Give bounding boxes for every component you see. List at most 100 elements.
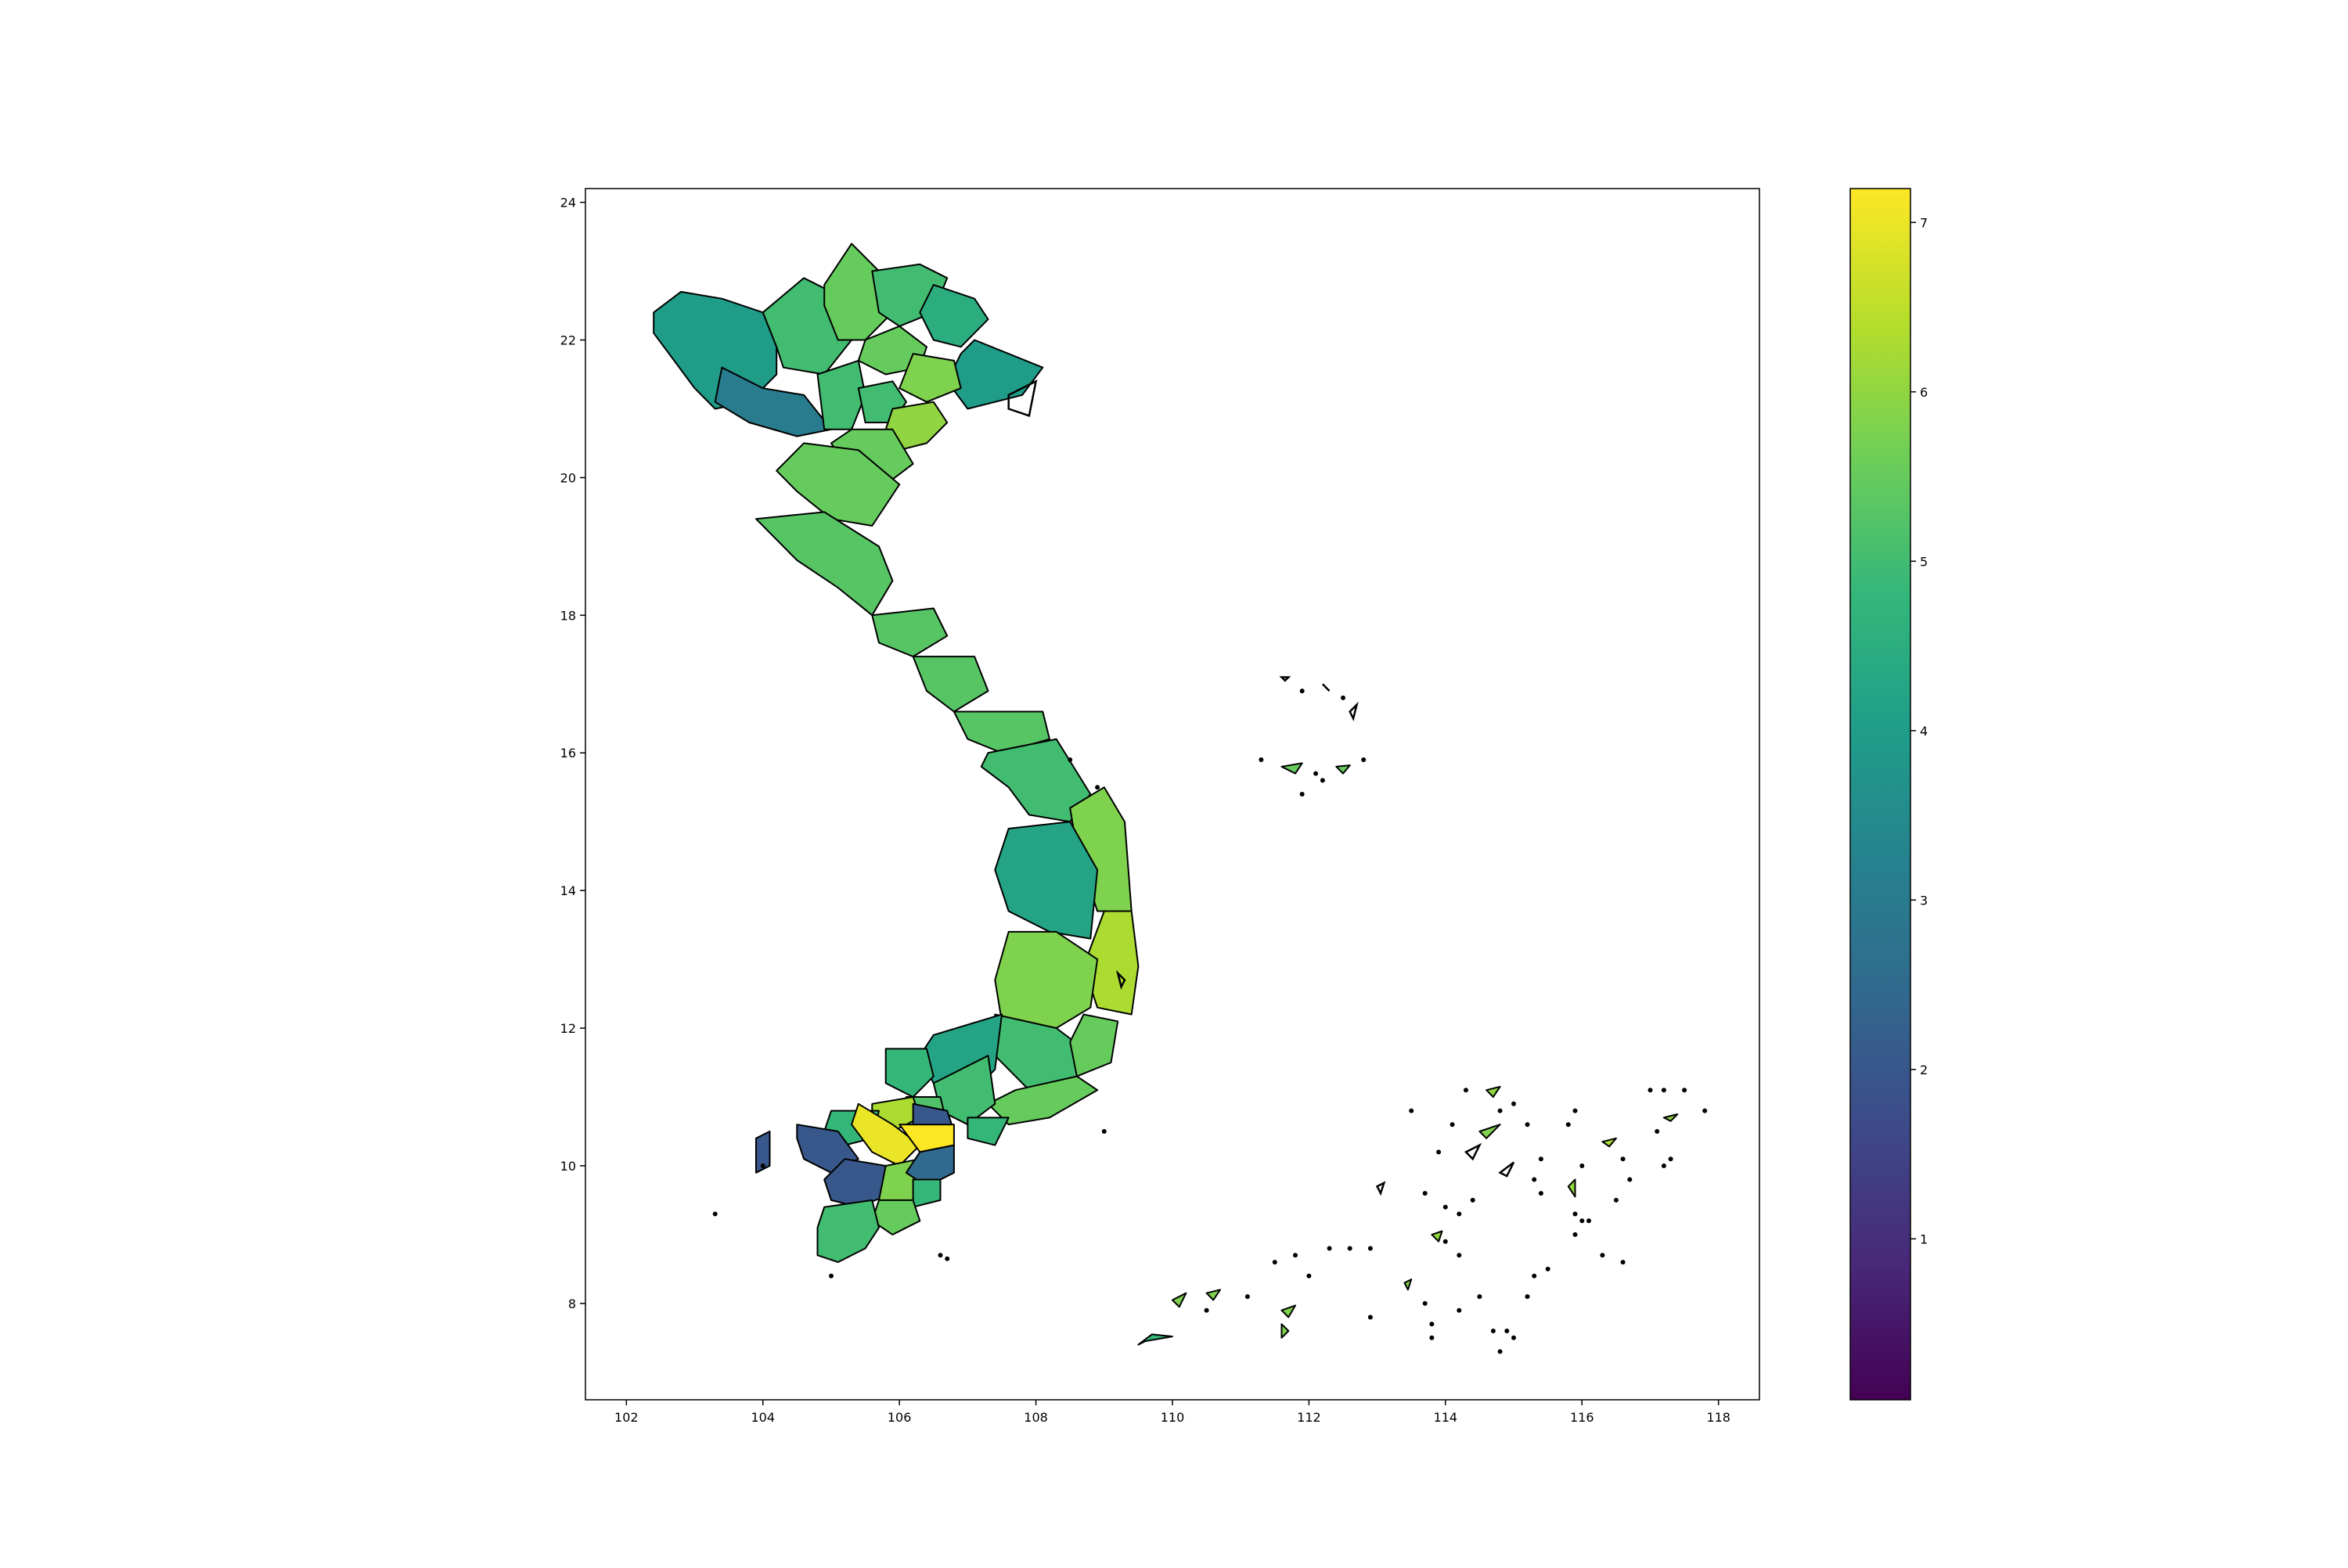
island-dot — [760, 1163, 765, 1168]
island-dot — [1299, 792, 1305, 797]
island-dot — [1313, 771, 1319, 776]
province-region — [1431, 1230, 1443, 1243]
island-dot — [938, 1253, 943, 1258]
x-tick-label: 106 — [888, 1410, 912, 1425]
island-dot — [1477, 1294, 1482, 1300]
island-dot — [1532, 1273, 1537, 1278]
island-dot — [1367, 1246, 1373, 1251]
province-region — [816, 1199, 880, 1264]
island-outline — [1349, 701, 1359, 721]
colorbar-tick-label: 7 — [1920, 215, 1928, 230]
island-dot — [1347, 1246, 1352, 1251]
island-dot — [1572, 1211, 1578, 1217]
province-region — [871, 1199, 921, 1235]
island-dot — [1668, 1156, 1673, 1162]
province-region — [755, 511, 894, 617]
x-tick-label: 116 — [1570, 1410, 1594, 1425]
island-outline — [1115, 969, 1126, 990]
island-dot — [1702, 1108, 1708, 1113]
island-dot — [1525, 1294, 1530, 1300]
island-outline — [1322, 683, 1331, 692]
island-dot — [1464, 1088, 1468, 1093]
island-outline — [1498, 1161, 1515, 1178]
colorbar-tick-label: 6 — [1920, 385, 1928, 400]
province-region — [776, 442, 901, 527]
island-dot — [1627, 1177, 1633, 1182]
colorbar-tick-label: 1 — [1920, 1232, 1928, 1246]
island-dot — [1600, 1253, 1605, 1258]
island-dot — [1095, 785, 1100, 790]
province-region — [919, 284, 989, 348]
colorbar-tick-label: 2 — [1920, 1063, 1928, 1077]
province-region — [816, 359, 866, 430]
island-dot — [1436, 1149, 1442, 1155]
island-dot — [1572, 1232, 1578, 1237]
x-tick-label: 114 — [1434, 1410, 1458, 1425]
y-tick-label: 22 — [560, 333, 576, 348]
x-tick-label: 118 — [1706, 1410, 1730, 1425]
province-region — [714, 366, 832, 437]
island-dot — [829, 1273, 834, 1278]
province-region — [1069, 1013, 1119, 1077]
island-outlines — [1007, 379, 1515, 1196]
island-outline — [1279, 676, 1291, 682]
province-region — [884, 1048, 935, 1098]
island-dot — [1457, 1307, 1462, 1313]
x-tick-label: 108 — [1024, 1410, 1048, 1425]
colorbar-tick-label: 5 — [1920, 554, 1928, 569]
island-dot — [1204, 1307, 1209, 1313]
y-tick-label: 14 — [560, 883, 576, 898]
island-dot — [1648, 1088, 1653, 1093]
y-axis-ticks: 8 10 12 14 16 18 20 22 24 — [560, 196, 585, 1311]
island-dot — [1429, 1335, 1435, 1340]
island-dot — [712, 1211, 718, 1217]
province-region — [980, 738, 1092, 823]
island-dot — [1457, 1253, 1462, 1258]
island-dot — [1586, 1218, 1591, 1224]
x-axis-ticks: 102 104 106 108 110 112 114 116 118 — [614, 1400, 1730, 1425]
island-outline — [1007, 379, 1038, 417]
colorbar-tick-label: 3 — [1920, 893, 1928, 908]
island-dot — [1620, 1260, 1626, 1265]
island-dot — [1572, 1108, 1578, 1113]
island-dots — [712, 689, 1708, 1354]
island-outline — [1464, 1142, 1482, 1161]
y-tick-label: 12 — [560, 1021, 576, 1036]
island-dot — [1538, 1191, 1543, 1196]
island-dot — [1244, 1294, 1250, 1300]
province-region — [1137, 1333, 1173, 1346]
island-dot — [1579, 1163, 1585, 1168]
island-dot — [1579, 1218, 1585, 1224]
island-dot — [1511, 1101, 1516, 1106]
island-dot — [1449, 1122, 1455, 1127]
island-dot — [1655, 1129, 1660, 1134]
island-dot — [1661, 1088, 1666, 1093]
island-dot — [945, 1256, 950, 1261]
island-dot — [1422, 1300, 1428, 1306]
province-region — [823, 243, 894, 341]
island-dot — [1327, 1246, 1332, 1251]
island-dot — [1429, 1322, 1435, 1327]
province-region — [912, 1178, 942, 1208]
island-dot — [1511, 1335, 1516, 1340]
province-region — [1601, 1137, 1617, 1148]
province-regions — [653, 243, 1679, 1346]
island-dot — [1497, 1349, 1503, 1354]
y-tick-label: 10 — [560, 1159, 576, 1174]
island-dot — [1259, 757, 1264, 762]
province-region — [1478, 1124, 1501, 1139]
island-dot — [1422, 1191, 1428, 1196]
y-tick-label: 24 — [560, 196, 576, 210]
island-dot — [1565, 1122, 1571, 1127]
island-dot — [1272, 1260, 1277, 1265]
island-dot — [1293, 1253, 1298, 1258]
y-tick-label: 16 — [560, 746, 576, 761]
province-region — [1403, 1278, 1413, 1291]
island-dot — [1068, 757, 1073, 762]
province-region — [994, 930, 1099, 1029]
province-region — [871, 607, 949, 658]
y-tick-label: 18 — [560, 608, 576, 623]
province-region — [899, 353, 962, 403]
island-dot — [1306, 1273, 1312, 1278]
